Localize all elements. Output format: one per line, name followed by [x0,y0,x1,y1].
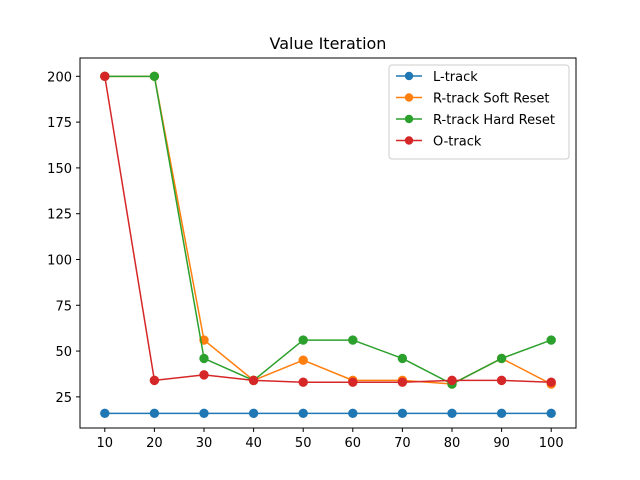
data-point [546,335,556,345]
data-point [100,408,110,419]
legend-box [388,64,570,160]
data-point [298,408,308,419]
y-tick-label: 175 [47,116,72,131]
axes-frame [79,57,577,429]
data-point [397,353,408,364]
legend-item: L-track [396,70,478,85]
data-point [496,408,507,419]
legend: L-track R-track Soft Reset R-track Hard Re… [388,64,570,160]
series-3 [100,71,556,387]
x-tick-label: 30 [196,436,213,451]
data-point [496,353,507,364]
data-point [248,408,259,419]
data-point [298,335,308,345]
legend-label: L-track [433,70,478,85]
x-tick-label: 80 [444,436,461,451]
data-point [348,335,358,345]
legend-item: O-track [396,135,482,150]
data-point [149,375,160,386]
y-tick-label: 150 [47,162,72,177]
chart-title: Value Iteration [270,34,387,53]
y-tick-label: 125 [47,208,72,223]
y-tick-label: 100 [47,253,72,268]
series-layer [100,71,556,419]
y-tick-label: 200 [47,70,72,85]
legend-label: O-track [433,135,482,150]
data-point [397,408,408,419]
data-point [348,408,358,419]
data-point [447,408,457,419]
data-point [298,377,308,387]
legend-marker [404,136,414,145]
x-tick-label: 10 [97,436,114,451]
legend-item: R-track Hard Reset [396,113,555,128]
data-point [149,408,160,419]
x-tick-label: 100 [539,436,564,451]
y-tick-label: 75 [55,299,72,314]
data-point [199,353,209,364]
data-point [447,375,457,386]
x-tick-label: 40 [245,436,262,451]
data-point [199,408,209,419]
x-tick-label: 50 [295,436,312,451]
series-0 [100,408,556,419]
data-point [348,377,358,387]
data-point [199,370,209,380]
x-tick-label: 20 [146,436,163,451]
y-tick-label: 25 [55,391,72,406]
data-point [397,377,408,387]
legend-item: R-track Soft Reset [396,92,550,107]
x-axis: 10 20 30 40 50 60 70 80 90 100 [97,428,564,451]
series-line [104,76,552,383]
y-tick-label: 50 [55,345,72,360]
x-tick-label: 70 [394,436,411,451]
x-tick-label: 90 [493,436,510,451]
data-point [298,355,308,365]
data-point [546,377,556,387]
data-point [496,375,507,386]
plot-area [79,57,577,429]
x-tick-label: 60 [345,436,362,451]
legend-marker [404,114,414,124]
data-point [149,71,160,82]
data-point [546,408,556,419]
legend-marker [404,93,414,102]
legend-label: R-track Hard Reset [433,113,555,128]
data-point [248,375,259,386]
data-point [100,71,110,82]
y-axis: 25 50 75 100 125 150 175 200 [47,70,80,406]
legend-marker [404,71,414,81]
legend-label: R-track Soft Reset [433,92,550,107]
series-line [104,75,552,385]
